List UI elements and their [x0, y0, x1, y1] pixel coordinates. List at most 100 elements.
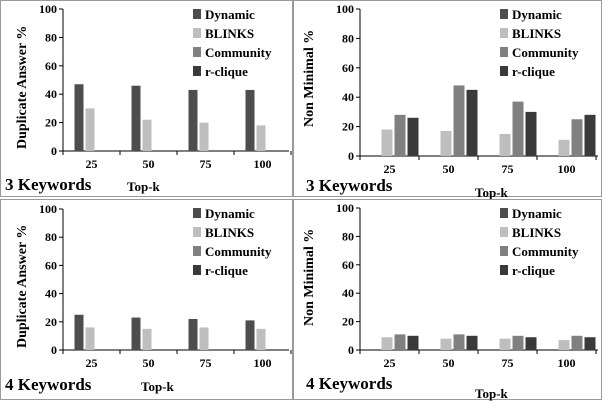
bar-community-50 [453, 334, 465, 350]
x-axis-label: Top-k [127, 179, 160, 194]
bar-blinks-75 [499, 338, 511, 350]
legend-swatch [500, 265, 508, 275]
bar-r-clique-50 [466, 335, 478, 350]
x-tick-label: 100 [254, 356, 272, 370]
y-tick-label: 100 [336, 201, 354, 215]
y-tick-label: 100 [39, 2, 57, 16]
chart-panel-duplicate-3kw: 0 20 40 60 80 100 25 50 75 100 Dynamic BLINKS Commun… [0, 0, 293, 197]
x-tick-label: 75 [200, 157, 212, 171]
legend-label: r-clique [205, 263, 248, 278]
y-tick-label: 100 [336, 2, 354, 16]
bar-r-clique-75 [525, 111, 537, 156]
bar-dynamic-25 [74, 314, 84, 350]
bar-dynamic-50 [131, 85, 141, 151]
bar-r-clique-25 [407, 335, 419, 350]
bar-blinks-75 [499, 133, 511, 156]
y-axis-label: Non Minimal % [302, 29, 317, 127]
legend-label: BLINKS [512, 26, 561, 41]
x-tick-label: 25 [86, 356, 98, 370]
legend-label: BLINKS [205, 26, 254, 41]
y-tick-label: 0 [348, 343, 354, 357]
bar-dynamic-75 [188, 318, 198, 350]
bar-blinks-25 [85, 327, 95, 350]
y-tick-label: 100 [39, 202, 57, 216]
legend-swatch [193, 246, 201, 256]
x-axis-label: Top-k [475, 185, 508, 200]
x-tick-label: 75 [502, 162, 514, 176]
bar-community-25 [394, 114, 406, 156]
bar-community-100 [571, 335, 583, 350]
bar-blinks-25 [85, 108, 95, 151]
y-tick-label: 80 [45, 230, 57, 244]
bar-community-100 [571, 119, 583, 156]
legend-label: r-clique [205, 64, 248, 79]
x-tick-label: 50 [443, 162, 455, 176]
y-tick-label: 0 [51, 343, 57, 357]
legend-swatch [500, 47, 508, 57]
chart-svg: 0 20 40 60 80 100 25 50 75 100 Dynamic BLINKS Commun… [39, 202, 292, 370]
bar-blinks-100 [558, 340, 570, 350]
bar-blinks-50 [440, 131, 452, 156]
legend-swatch [193, 208, 201, 218]
y-tick-label: 40 [342, 90, 354, 104]
y-tick-label: 60 [342, 258, 354, 272]
bar-community-75 [512, 335, 524, 350]
chart-svg: 0 20 40 60 80 100 25 50 75 100 Dynamic BLINKS Commun… [39, 2, 292, 171]
legend-label: Dynamic [512, 206, 562, 221]
chart-panel-nonminimal-3kw: 0 20 40 60 80 100 25 50 75 100 Dynamic BLINKS Commun… [293, 0, 602, 200]
legend-swatch [193, 28, 201, 38]
bar-dynamic-75 [188, 89, 198, 151]
x-tick-label: 50 [143, 356, 155, 370]
bar-dynamic-25 [74, 84, 84, 151]
x-tick-label: 50 [443, 356, 455, 370]
y-axis-label: Duplicate Answer % [15, 25, 30, 149]
y-axis-label: Non Minimal % [302, 228, 317, 326]
x-tick-label: 75 [502, 356, 514, 370]
legend-swatch [500, 9, 508, 19]
legend-swatch [193, 227, 201, 237]
chart-caption: 3 Keywords [306, 176, 393, 195]
bar-blinks-25 [381, 129, 393, 156]
legend-label: Dynamic [205, 7, 255, 22]
y-tick-label: 60 [45, 258, 57, 272]
legend-label: BLINKS [205, 225, 254, 240]
y-axis-label: Duplicate Answer % [15, 224, 30, 348]
y-tick-label: 20 [342, 120, 354, 134]
x-tick-label: 25 [86, 157, 98, 171]
legend-label: BLINKS [512, 225, 561, 240]
y-tick-label: 0 [51, 144, 57, 158]
chart-svg: 0 20 40 60 80 100 25 50 75 100 Dynamic BLINKS Commun… [336, 201, 598, 370]
legend-label: Dynamic [512, 7, 562, 22]
x-tick-label: 100 [254, 157, 272, 171]
chart-caption: 4 Keywords [306, 374, 393, 393]
bar-blinks-50 [142, 328, 152, 350]
bar-r-clique-75 [525, 337, 537, 350]
x-axis-label: Top-k [475, 386, 508, 401]
y-tick-label: 60 [45, 59, 57, 73]
x-tick-label: 25 [384, 356, 396, 370]
legend-label: Dynamic [205, 206, 255, 221]
bar-blinks-100 [558, 139, 570, 156]
bar-r-clique-100 [584, 114, 596, 156]
legend-swatch [193, 66, 201, 76]
bar-dynamic-100 [245, 89, 255, 151]
bar-blinks-100 [256, 328, 266, 350]
bar-dynamic-50 [131, 317, 141, 350]
legend-label: Community [205, 45, 272, 60]
bar-blinks-25 [381, 337, 393, 350]
chart-caption: 3 Keywords [5, 175, 92, 194]
chart-caption: 4 Keywords [5, 375, 92, 394]
y-tick-label: 60 [342, 61, 354, 75]
bar-dynamic-100 [245, 320, 255, 350]
legend-swatch [193, 47, 201, 57]
y-tick-label: 20 [45, 315, 57, 329]
chart-svg: 0 20 40 60 80 100 25 50 75 100 Dynamic BLINKS Commun… [336, 2, 598, 176]
legend-swatch [500, 227, 508, 237]
bar-community-75 [512, 101, 524, 156]
y-tick-label: 40 [45, 87, 57, 101]
legend-swatch [500, 246, 508, 256]
x-tick-label: 75 [200, 356, 212, 370]
chart-panel-nonminimal-4kw: 0 20 40 60 80 100 25 50 75 100 Dynamic BLINKS Commun… [293, 199, 602, 401]
bar-r-clique-50 [466, 89, 478, 156]
